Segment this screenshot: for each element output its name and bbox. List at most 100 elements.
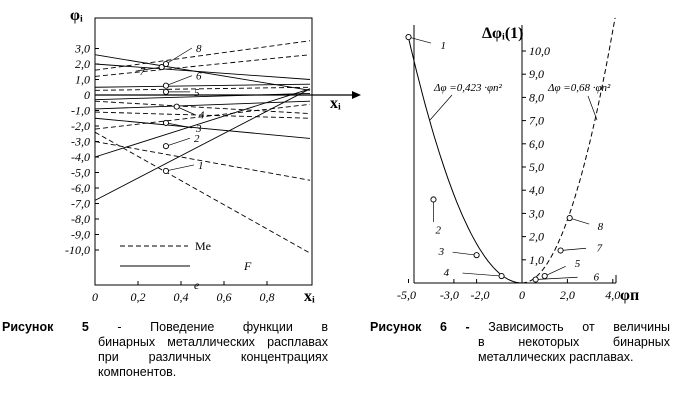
f-series-line xyxy=(94,117,311,139)
point-leader xyxy=(408,36,432,44)
marker-leader xyxy=(165,164,195,172)
caption-fig6: Рисунок 6 - Зависимость от величины в не… xyxy=(370,320,670,365)
curve-label: 6 xyxy=(196,71,202,83)
f-series-line xyxy=(94,88,311,201)
me-series-line xyxy=(94,111,311,119)
curve-label: 3 xyxy=(195,123,202,135)
data-point xyxy=(162,143,169,150)
data-point xyxy=(158,64,165,71)
y-tick-label: -6,0 xyxy=(71,181,90,195)
y-tick-label: 8,0 xyxy=(529,90,544,104)
y-tick-label: -3,0 xyxy=(71,135,90,149)
y-tick-label: 5,0 xyxy=(529,160,544,174)
fit-pointer-negative xyxy=(429,94,453,121)
me-series-line xyxy=(94,100,311,115)
me-series-line xyxy=(94,54,311,77)
x-axis-label: φп xyxy=(620,287,639,304)
caption-fig5: Рисунок 5 - Поведение функции в бинарных… xyxy=(2,320,328,380)
me-series-line xyxy=(94,103,311,130)
fit-pointer-positive xyxy=(587,95,598,121)
f-series-line xyxy=(94,100,311,110)
legend-background xyxy=(115,238,195,272)
me-series-line xyxy=(94,86,311,91)
data-point xyxy=(566,214,573,222)
x-tick-label: 2,0 xyxy=(560,288,575,302)
point-label: 3 xyxy=(438,246,445,258)
f-series-line xyxy=(94,93,311,101)
legend-me-label: Me xyxy=(195,239,211,253)
x-tick-label: 0 xyxy=(92,290,98,304)
curve-label: 5 xyxy=(194,87,200,99)
data-point xyxy=(162,119,169,126)
point-label: 8 xyxy=(598,221,604,233)
f-series-line xyxy=(94,63,311,80)
caption-fig5-line1: Рисунок 5 - Поведение функции в xyxy=(2,320,328,334)
x-tick-label: 0,8 xyxy=(260,290,275,304)
fit-curve-negative xyxy=(408,37,523,284)
plot-frame xyxy=(94,17,313,286)
x-axis-arrow xyxy=(352,91,361,99)
point-leader xyxy=(452,251,477,256)
point-leader xyxy=(544,265,566,277)
y-tick-label: 6,0 xyxy=(529,137,544,151)
x-axis-label: xᵢ xyxy=(304,288,315,305)
data-point xyxy=(162,82,169,89)
data-point xyxy=(173,103,180,110)
curve-label: 7 xyxy=(140,66,146,78)
x-tick-label: 0,6 xyxy=(217,290,232,304)
point-leader xyxy=(462,272,502,277)
point-leader xyxy=(560,247,587,251)
point-label: 2 xyxy=(435,224,441,236)
y-tick-label: -5,0 xyxy=(71,166,90,180)
point-label: 4 xyxy=(444,267,450,279)
y-tick-label: 9,0 xyxy=(529,67,544,81)
f-series-line xyxy=(94,88,311,158)
annotation-e: e xyxy=(194,278,200,292)
data-point xyxy=(541,272,548,280)
curve-label: 8 xyxy=(196,43,202,55)
point-leader xyxy=(569,217,590,225)
x-tick-label: 0,4 xyxy=(174,290,189,304)
curve-label: 4 xyxy=(199,110,205,122)
data-point xyxy=(162,88,169,95)
curve-label: 1 xyxy=(198,160,204,172)
f-series-line xyxy=(94,54,311,91)
y-tick-label: -8,0 xyxy=(71,212,90,226)
point-label: 6 xyxy=(594,272,600,284)
data-point xyxy=(532,276,539,283)
fit-label-positive: Δφ =0,68 ·φп² xyxy=(547,82,611,94)
caption-fig6-line1: Рисунок 6 - Зависимость от величины xyxy=(370,320,670,334)
caption-fig5-line2: бинарных металлических расплавах xyxy=(98,335,328,349)
x-tick-label: -3,0 xyxy=(440,288,459,302)
marker-leader xyxy=(165,122,193,129)
y-tick-label: 3,0 xyxy=(74,42,90,56)
me-series-line xyxy=(94,141,311,181)
point-label: 1 xyxy=(441,40,447,52)
caption-fig5-label: Рисунок 5 xyxy=(2,320,89,334)
caption-fig6-line2: в некоторых бинарных xyxy=(478,335,670,349)
y-tick-label: 2,0 xyxy=(75,57,90,71)
caption-fig5-line4: компонентов. xyxy=(98,365,177,379)
x-tick-label: 4,0 xyxy=(605,288,620,302)
y-tick-label: 3,0 xyxy=(528,206,544,220)
y-tick-label: 7,0 xyxy=(529,114,544,128)
y-tick-label: 1,0 xyxy=(75,73,90,87)
point-leader xyxy=(535,276,578,280)
y-axis-label: φᵢ xyxy=(70,7,83,24)
x-axis-label-arrow: xᵢ xyxy=(330,95,341,112)
data-point xyxy=(498,272,505,280)
marker-leader xyxy=(165,47,193,65)
legend-f-label: F xyxy=(243,259,252,273)
x-tick-label: -5,0 xyxy=(397,288,416,302)
y-tick-label: 2,0 xyxy=(529,230,544,244)
fit-label-negative: Δφ =0,423 ·φп² xyxy=(433,82,503,94)
y-tick-label: -9,0 xyxy=(71,228,90,242)
y-tick-label: -2,0 xyxy=(71,119,90,133)
caption-fig6-label: Рисунок 6 - xyxy=(370,320,470,334)
data-point xyxy=(405,34,412,41)
y-axis-label: Δφᵢ(1) xyxy=(482,25,524,42)
data-point xyxy=(473,252,480,259)
chart-fig5: 3,02,01,00-1,0-2,0-3,0-4,0-5,0-6,0-7,0-8… xyxy=(65,7,361,305)
y-tick-label: -10,0 xyxy=(65,243,90,257)
